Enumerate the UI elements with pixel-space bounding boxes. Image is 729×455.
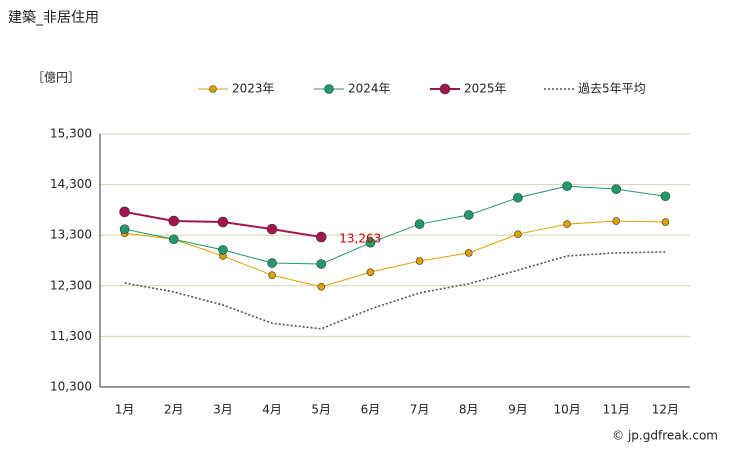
legend-label: 2024年: [348, 82, 391, 96]
point: [119, 206, 130, 218]
x-tick-label: 9月: [508, 403, 528, 417]
x-tick-label: 6月: [361, 403, 381, 417]
x-tick-label: 8月: [459, 403, 479, 417]
y-tick-label: 10,300: [50, 380, 92, 394]
point: [660, 191, 671, 202]
point: [268, 271, 276, 279]
point: [267, 258, 277, 268]
point: [612, 217, 621, 225]
series-line: [124, 185, 666, 265]
chart-title: 建築_非居住用: [8, 10, 99, 26]
point: [463, 210, 474, 220]
point: [168, 234, 179, 245]
point: [217, 216, 229, 228]
point: [611, 184, 622, 194]
legend-label: 2025年: [464, 82, 507, 96]
point: [661, 218, 670, 226]
point: [218, 245, 228, 255]
x-tick-label: 1月: [115, 403, 135, 417]
x-tick-label: 12月: [652, 403, 679, 417]
x-tick-label: 10月: [553, 403, 580, 417]
series-line: [124, 220, 666, 288]
y-tick-label: 13,300: [50, 228, 92, 242]
y-tick-label: 12,300: [50, 278, 92, 292]
legend-marker: [324, 84, 334, 94]
point: [266, 223, 278, 235]
series-line: [124, 251, 666, 330]
point: [562, 181, 572, 191]
legend-marker: [439, 83, 451, 95]
point: [316, 259, 327, 269]
point: [414, 219, 425, 229]
value-label: 13,263: [339, 232, 381, 246]
point: [514, 230, 522, 238]
legend-label: 過去5年平均: [578, 82, 646, 96]
source: © jp.gdfreak.com: [612, 429, 718, 443]
y-unit: ［億円］: [32, 71, 80, 85]
y-tick-label: 15,300: [50, 127, 92, 141]
point: [315, 231, 327, 243]
x-tick-label: 4月: [262, 403, 282, 417]
x-tick-label: 5月: [311, 403, 331, 417]
y-tick-label: 11,300: [50, 329, 92, 343]
x-tick-label: 3月: [213, 403, 233, 417]
x-tick-label: 7月: [410, 403, 430, 417]
x-tick-label: 11月: [603, 403, 630, 417]
point: [366, 268, 375, 276]
point: [168, 215, 180, 227]
point: [119, 224, 130, 234]
legend-label: 2023年: [232, 82, 275, 96]
point: [365, 237, 376, 248]
point: [563, 220, 571, 228]
y-tick-label: 14,300: [50, 177, 92, 191]
x-tick-label: 2月: [164, 403, 184, 417]
point: [317, 283, 326, 291]
point: [464, 249, 473, 257]
point: [513, 192, 523, 203]
point: [415, 257, 424, 265]
legend-marker: [209, 85, 217, 93]
